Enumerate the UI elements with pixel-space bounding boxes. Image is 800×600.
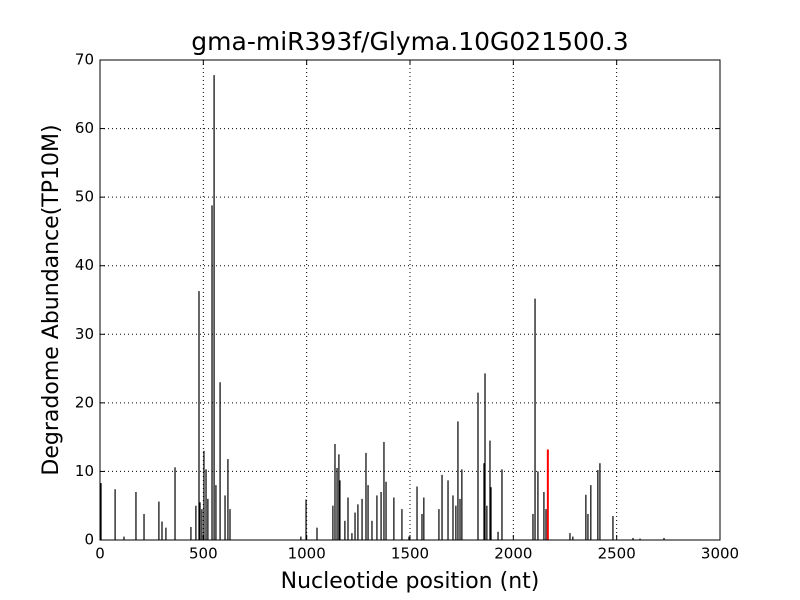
x-axis-label: Nucleotide position (nt): [281, 569, 540, 594]
x-tick-label: 0: [95, 545, 105, 563]
x-tick-label: 2500: [598, 545, 636, 563]
y-tick-label: 40: [75, 256, 94, 274]
y-tick-label: 30: [75, 325, 94, 343]
y-tick-label: 70: [75, 51, 94, 69]
y-tick-label: 20: [75, 393, 94, 411]
y-tick-label: 10: [75, 462, 94, 480]
x-tick-label: 1500: [391, 545, 429, 563]
plot-frame: [99, 59, 721, 541]
y-tick-label: 0: [84, 531, 94, 549]
chart-title: gma-miR393f/Glyma.10G021500.3: [191, 27, 628, 56]
y-tick-label: 60: [75, 119, 94, 137]
y-axis-label: Degradome Abundance(TP10M): [39, 124, 64, 475]
x-tick-label: 500: [189, 545, 218, 563]
x-tick-label: 2000: [494, 545, 532, 563]
x-tick-label: 3000: [701, 545, 739, 563]
x-tick-label: 1000: [288, 545, 326, 563]
y-tick-label: 50: [75, 188, 94, 206]
